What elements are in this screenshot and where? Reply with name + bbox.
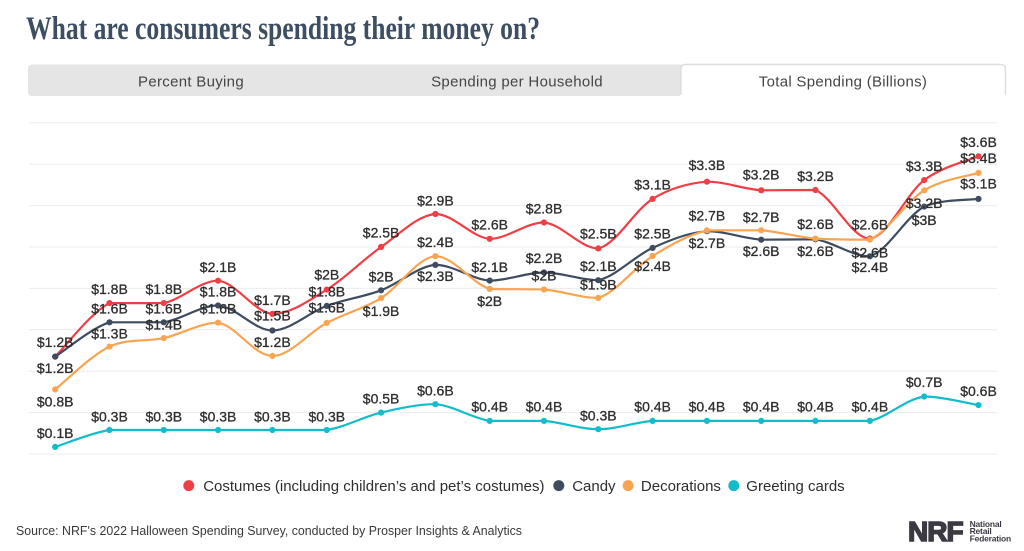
svg-text:$0.4B: $0.4B [797,399,834,415]
svg-text:Total Spending (Billions): Total Spending (Billions) [759,74,927,91]
svg-text:$1.7B: $1.7B [254,292,291,308]
svg-text:$1.9B: $1.9B [363,303,400,319]
svg-text:Greeting cards: Greeting cards [746,478,844,495]
svg-text:$2.7B: $2.7B [689,235,726,251]
svg-text:$2.7B: $2.7B [743,209,780,225]
svg-text:What are consumers spending th: What are consumers spending their money … [26,11,540,47]
svg-text:$0.3B: $0.3B [254,408,291,424]
svg-text:$0.8B: $0.8B [37,394,74,410]
svg-text:$0.4B: $0.4B [852,399,889,415]
svg-text:Costumes (including children’s: Costumes (including children’s and pet’s… [203,478,544,495]
svg-text:$0.4B: $0.4B [634,399,671,415]
svg-text:$2.4B: $2.4B [852,259,889,275]
svg-text:$1.9B: $1.9B [580,276,617,292]
svg-text:$2.6B: $2.6B [852,244,889,260]
svg-text:$1.6B: $1.6B [309,299,346,315]
svg-text:$2.1B: $2.1B [471,259,508,275]
svg-text:$2.1B: $2.1B [200,259,237,275]
svg-text:$2.3B: $2.3B [417,268,454,284]
svg-text:$1.3B: $1.3B [91,326,128,342]
svg-text:$2.4B: $2.4B [417,234,454,250]
svg-text:$2B: $2B [532,268,557,284]
svg-text:$2B: $2B [477,293,502,309]
svg-text:National: National [970,519,1002,529]
svg-text:Spending per Household: Spending per Household [431,74,603,91]
svg-text:$0.5B: $0.5B [363,390,400,406]
svg-text:$0.4B: $0.4B [526,399,563,415]
svg-text:$3.2B: $3.2B [797,168,834,184]
svg-text:$1.8B: $1.8B [91,281,128,297]
svg-text:$1.2B: $1.2B [37,334,74,350]
svg-text:$1.6B: $1.6B [200,300,237,316]
svg-text:$2.9B: $2.9B [417,193,454,209]
svg-text:$2.8B: $2.8B [526,200,563,216]
svg-text:$3.4B: $3.4B [960,150,997,166]
svg-text:$0.3B: $0.3B [309,408,346,424]
svg-text:$2.6B: $2.6B [797,243,834,259]
svg-text:$2.2B: $2.2B [526,250,563,266]
svg-text:$2.4B: $2.4B [634,258,671,274]
svg-text:$0.6B: $0.6B [417,382,454,398]
svg-text:$0.1B: $0.1B [37,425,74,441]
svg-text:$3.1B: $3.1B [960,176,997,192]
svg-text:$0.6B: $0.6B [960,383,997,399]
svg-text:$2.5B: $2.5B [634,226,671,242]
svg-text:$2.6B: $2.6B [797,216,834,232]
svg-text:$0.4B: $0.4B [471,399,508,415]
svg-text:$3.1B: $3.1B [634,177,671,193]
svg-text:$2.6B: $2.6B [471,217,508,233]
svg-text:NRF: NRF [908,516,963,547]
svg-text:Percent Buying: Percent Buying [138,74,244,91]
svg-text:Federation: Federation [970,533,1011,543]
svg-text:$2.1B: $2.1B [580,258,617,274]
svg-text:$2.6B: $2.6B [852,217,889,233]
svg-text:$2.7B: $2.7B [689,208,726,224]
svg-text:Candy: Candy [572,478,616,495]
svg-text:$1.8B: $1.8B [309,283,346,299]
svg-text:$2B: $2B [369,268,394,284]
svg-text:$0.3B: $0.3B [91,408,128,424]
svg-text:$1.6B: $1.6B [146,301,183,317]
svg-text:$3B: $3B [912,212,937,228]
svg-text:$1.4B: $1.4B [146,316,183,332]
svg-text:$0.7B: $0.7B [906,374,943,390]
svg-text:$1.8B: $1.8B [146,281,183,297]
svg-text:Decorations: Decorations [641,478,721,495]
svg-text:$3.3B: $3.3B [906,158,943,174]
svg-text:$2.5B: $2.5B [363,225,400,241]
svg-text:$3.2B: $3.2B [906,195,943,211]
svg-text:Source: NRF's 2022 Halloween S: Source: NRF's 2022 Halloween Spending Su… [16,523,522,538]
svg-text:$3.6B: $3.6B [960,134,997,150]
svg-text:$2.6B: $2.6B [743,243,780,259]
svg-text:$2B: $2B [314,267,339,283]
svg-text:$0.4B: $0.4B [743,399,780,415]
svg-text:$0.3B: $0.3B [146,408,183,424]
svg-text:Retail: Retail [970,526,992,536]
svg-text:$2.5B: $2.5B [580,226,617,242]
svg-text:$1.2B: $1.2B [37,360,74,376]
svg-text:$1.8B: $1.8B [200,283,237,299]
svg-text:$3.2B: $3.2B [743,167,780,183]
svg-text:$0.3B: $0.3B [200,408,237,424]
svg-text:$0.4B: $0.4B [689,399,726,415]
svg-text:$3.3B: $3.3B [689,157,726,173]
svg-text:$1.6B: $1.6B [91,301,128,317]
svg-text:$1.5B: $1.5B [254,308,291,324]
svg-text:$1.2B: $1.2B [254,334,291,350]
svg-text:$0.3B: $0.3B [580,408,617,424]
